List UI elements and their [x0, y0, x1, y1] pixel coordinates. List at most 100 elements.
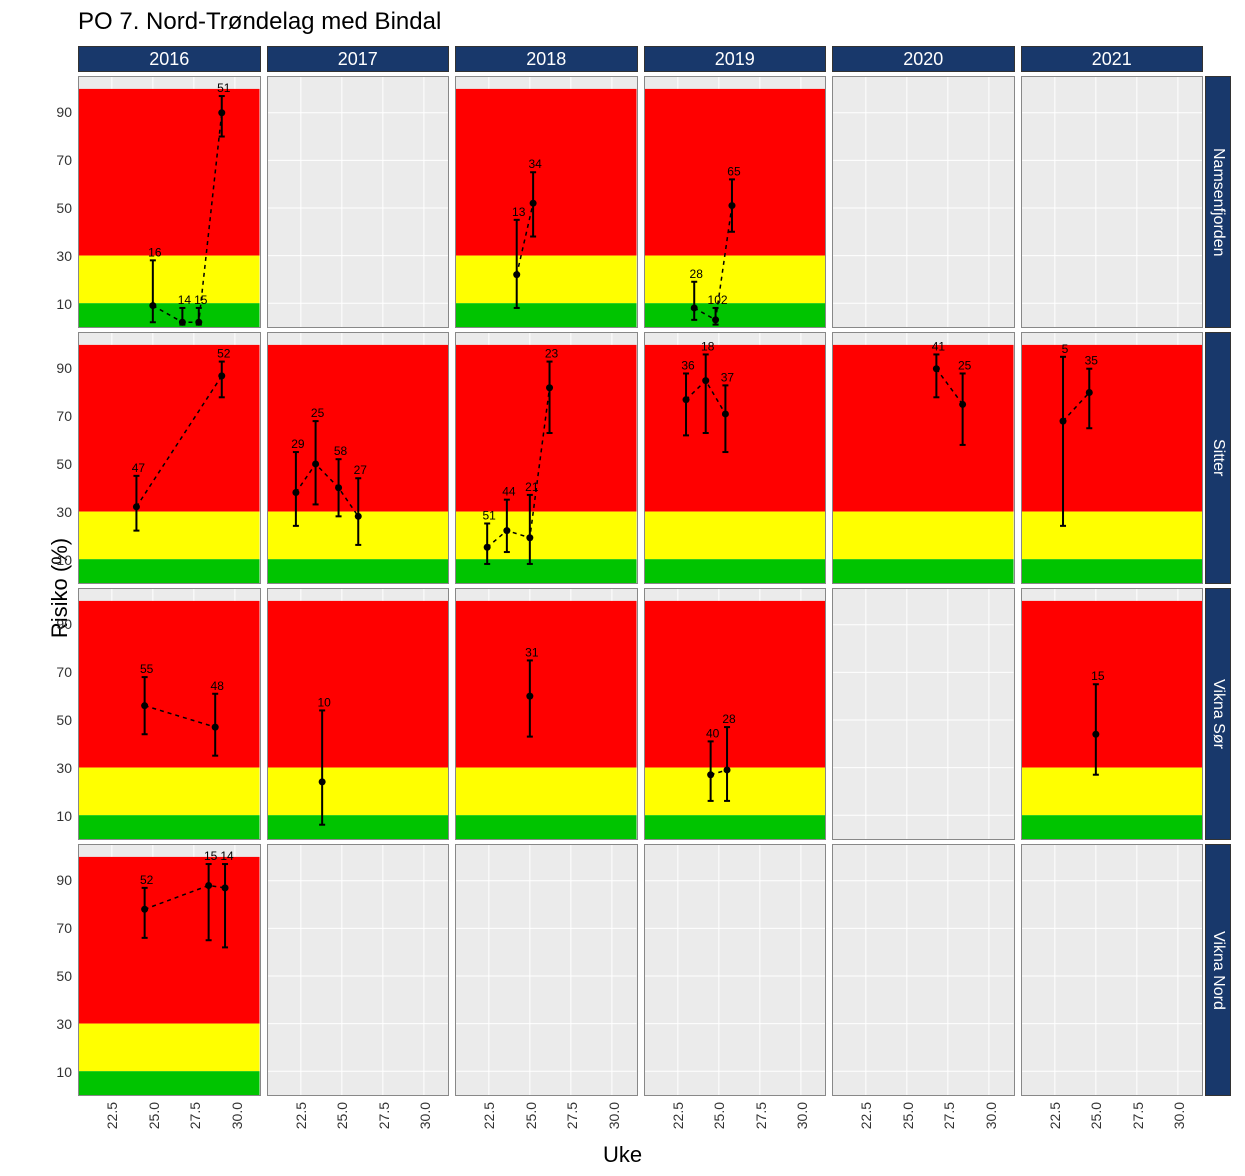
svg-text:10: 10: [317, 695, 331, 709]
facet-panel: [1021, 844, 1204, 1096]
facet-panel: 55 48: [78, 588, 261, 840]
y-tick: 70: [40, 152, 72, 168]
chart-title: PO 7. Nord-Trøndelag med Bindal: [78, 8, 441, 36]
x-tick: 25.0: [334, 1102, 350, 1129]
facet-panel: 521514: [78, 844, 261, 1096]
svg-text:40: 40: [705, 726, 719, 740]
facet-panel: 2810265: [644, 76, 827, 328]
x-tick: 22.5: [481, 1102, 497, 1129]
svg-text:65: 65: [727, 164, 741, 178]
svg-text:21: 21: [525, 480, 539, 494]
row-label: Namsenfjorden: [1205, 76, 1231, 328]
svg-text:31: 31: [525, 645, 539, 659]
y-tick: 50: [40, 456, 72, 472]
facet-panel: [1021, 76, 1204, 328]
facet-panel: [832, 76, 1015, 328]
x-tick: 27.5: [376, 1102, 392, 1129]
facet-panel: [267, 844, 450, 1096]
svg-text:34: 34: [528, 157, 542, 171]
facet-panel: 535: [1021, 332, 1204, 584]
y-tick: 70: [40, 408, 72, 424]
y-tick: 10: [40, 296, 72, 312]
facet-panel: 51 44 21 23: [455, 332, 638, 584]
svg-text:28: 28: [689, 267, 703, 281]
row-label: Vikna Sør: [1205, 588, 1231, 840]
chart-container: PO 7. Nord-Trøndelag med Bindal Risiko (…: [0, 0, 1245, 1176]
y-tick: 30: [40, 1016, 72, 1032]
x-axis-label: Uke: [603, 1142, 642, 1168]
facet-panel: [267, 76, 450, 328]
col-header: 2018: [455, 46, 638, 72]
facet-grid: 2016201720182019202020211614155113342810…: [78, 46, 1203, 1096]
facet-panel: 29 25 58 27: [267, 332, 450, 584]
y-tick: 10: [40, 552, 72, 568]
y-tick: 90: [40, 872, 72, 888]
y-tick: 70: [40, 920, 72, 936]
svg-text:25: 25: [958, 358, 972, 372]
svg-text:15: 15: [194, 293, 208, 307]
y-tick: 90: [40, 360, 72, 376]
x-tick: 30.0: [229, 1102, 245, 1129]
svg-text:13: 13: [512, 205, 526, 219]
col-header: 2020: [832, 46, 1015, 72]
x-tick: 30.0: [417, 1102, 433, 1129]
col-header: 2016: [78, 46, 261, 72]
row-label: Sitter: [1205, 332, 1231, 584]
facet-panel: 47 52: [78, 332, 261, 584]
col-header: 2021: [1021, 46, 1204, 72]
svg-text:18: 18: [701, 339, 715, 353]
svg-text:41: 41: [932, 339, 946, 353]
svg-text:52: 52: [140, 873, 154, 887]
svg-text:58: 58: [333, 444, 347, 458]
facet-panel: [644, 844, 827, 1096]
svg-text:29: 29: [291, 437, 305, 451]
y-tick: 50: [40, 200, 72, 216]
x-tick: 25.0: [900, 1102, 916, 1129]
y-tick: 30: [40, 248, 72, 264]
y-tick: 30: [40, 504, 72, 520]
y-tick: 10: [40, 808, 72, 824]
col-header: 2017: [267, 46, 450, 72]
x-tick: 27.5: [753, 1102, 769, 1129]
facet-panel: 13 34: [455, 76, 638, 328]
svg-text:51: 51: [482, 508, 496, 522]
facet-panel: 16141551: [78, 76, 261, 328]
x-tick: 25.0: [1088, 1102, 1104, 1129]
x-tick: 27.5: [941, 1102, 957, 1129]
facet-panel: 15: [1021, 588, 1204, 840]
x-tick: 22.5: [104, 1102, 120, 1129]
x-tick: 22.5: [293, 1102, 309, 1129]
row-label: Vikna Nord: [1205, 844, 1231, 1096]
svg-text:25: 25: [310, 406, 324, 420]
x-tick: 30.0: [983, 1102, 999, 1129]
x-tick: 22.5: [1047, 1102, 1063, 1129]
svg-text:44: 44: [502, 485, 516, 499]
svg-text:51: 51: [217, 81, 231, 95]
y-tick: 70: [40, 664, 72, 680]
y-tick: 50: [40, 968, 72, 984]
svg-text:23: 23: [545, 347, 559, 361]
x-tick: 27.5: [187, 1102, 203, 1129]
svg-text:52: 52: [217, 347, 231, 361]
svg-text:47: 47: [132, 461, 146, 475]
facet-panel: 361837: [644, 332, 827, 584]
svg-text:36: 36: [681, 358, 695, 372]
y-tick: 90: [40, 104, 72, 120]
svg-text:28: 28: [722, 712, 736, 726]
y-tick: 50: [40, 712, 72, 728]
svg-text:35: 35: [1084, 354, 1098, 368]
facet-panel: [832, 588, 1015, 840]
x-tick: 30.0: [1171, 1102, 1187, 1129]
facet-panel: [455, 844, 638, 1096]
x-tick: 30.0: [794, 1102, 810, 1129]
facet-panel: 31: [455, 588, 638, 840]
svg-text:48: 48: [211, 679, 225, 693]
facet-panel: 41 25: [832, 332, 1015, 584]
x-tick: 25.0: [146, 1102, 162, 1129]
x-tick: 30.0: [606, 1102, 622, 1129]
x-tick: 27.5: [564, 1102, 580, 1129]
svg-text:55: 55: [140, 662, 154, 676]
y-tick: 10: [40, 1064, 72, 1080]
svg-text:27: 27: [353, 463, 367, 477]
facet-panel: 4028: [644, 588, 827, 840]
